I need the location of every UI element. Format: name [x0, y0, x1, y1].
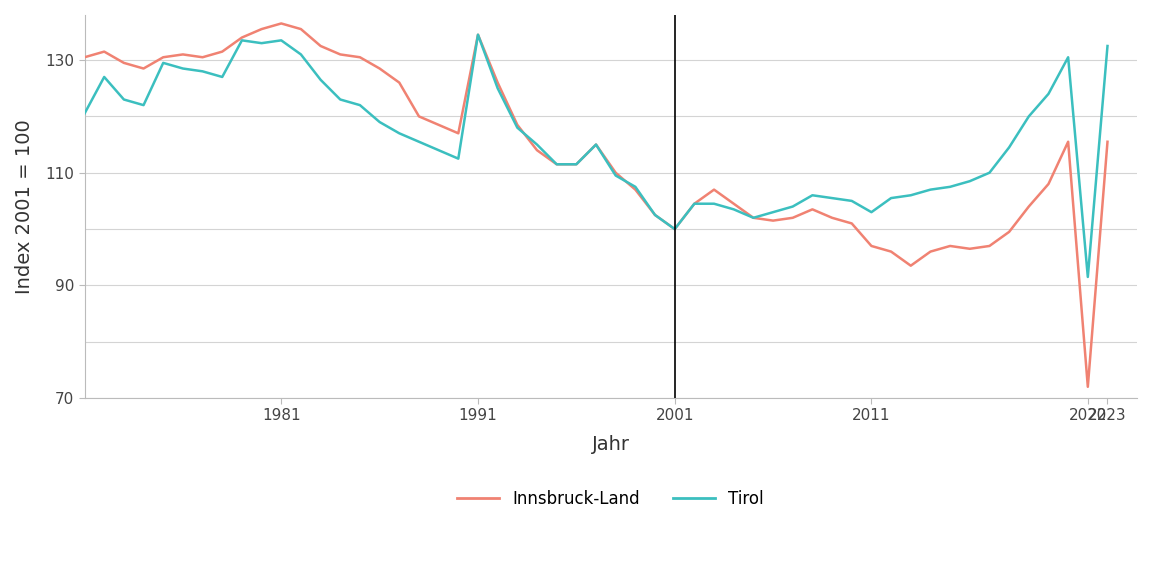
Line: Innsbruck-Land: Innsbruck-Land	[84, 24, 1107, 387]
Tirol	[353, 102, 366, 109]
Innsbruck-Land	[885, 248, 899, 255]
Innsbruck-Land	[746, 214, 760, 221]
Tirol	[766, 209, 780, 215]
Innsbruck-Land	[77, 54, 91, 60]
Legend: Innsbruck-Land, Tirol: Innsbruck-Land, Tirol	[450, 483, 771, 514]
Tirol	[885, 195, 899, 202]
Innsbruck-Land	[373, 65, 387, 72]
Tirol	[471, 31, 485, 38]
Tirol	[746, 214, 760, 221]
Innsbruck-Land	[688, 200, 702, 207]
Innsbruck-Land	[1081, 384, 1094, 391]
Innsbruck-Land	[766, 217, 780, 224]
X-axis label: Jahr: Jahr	[592, 435, 630, 453]
Tirol	[1100, 43, 1114, 50]
Innsbruck-Land	[274, 20, 288, 27]
Tirol	[1081, 274, 1094, 281]
Line: Tirol: Tirol	[84, 35, 1107, 277]
Tirol	[707, 200, 721, 207]
Tirol	[688, 200, 702, 207]
Tirol	[77, 110, 91, 117]
Innsbruck-Land	[707, 186, 721, 193]
Innsbruck-Land	[1100, 138, 1114, 145]
Y-axis label: Index 2001 = 100: Index 2001 = 100	[15, 119, 35, 294]
